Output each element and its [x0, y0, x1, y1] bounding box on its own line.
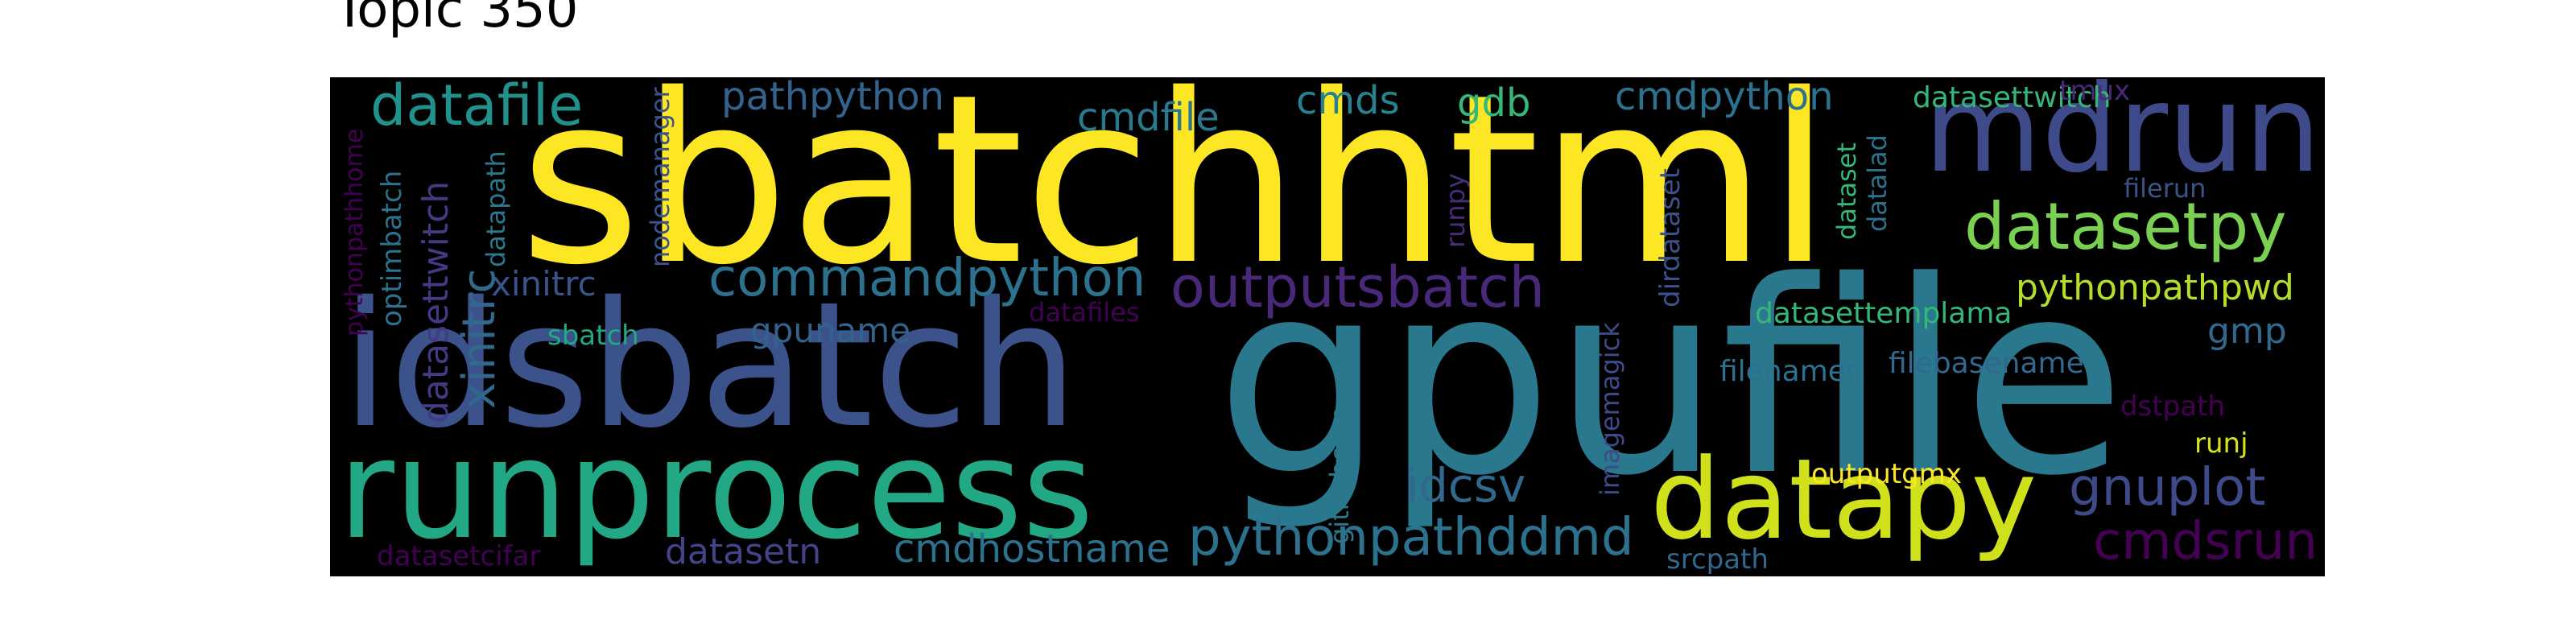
word-stepbatch: datasetcifar: [377, 540, 541, 572]
word-cmdpython: cmdpython: [1615, 77, 1834, 119]
word-gdb: gdb: [1457, 80, 1531, 126]
word-cmdhostname: cmdhostname: [894, 526, 1170, 572]
word-datapath: datapath: [481, 151, 511, 267]
word-tmux: sbatch: [547, 320, 639, 352]
word-optimbatch: optimbatch: [376, 170, 408, 327]
word-filenames: filerun: [2124, 173, 2207, 204]
word-cmdsrun: cmdsrun: [2093, 512, 2318, 572]
word-dataset: dataset: [1831, 142, 1862, 240]
word-gnuplot: gnuplot: [2069, 458, 2266, 518]
word-datasetpy: datasetpy: [1964, 189, 2287, 264]
word-dirdataset: dirdataset: [1654, 168, 1686, 308]
word-gpuname: xinitrc: [491, 264, 597, 303]
word-srcpath: runj: [2194, 427, 2248, 460]
word-datapy: datapy: [1650, 435, 2037, 564]
word-agcmrc: datafiles: [1029, 297, 1140, 328]
word-pathpython: pathpython: [721, 77, 945, 119]
word-pythonpathhome: pythonpathhome: [341, 128, 369, 336]
word-gmp: gmp: [2207, 311, 2287, 352]
word-sbatchhtml: sbatchhtml: [519, 77, 1832, 316]
word-gpufile: gpufile: [1216, 225, 2126, 534]
word-commandpython: commandpython: [708, 249, 1146, 308]
word-filerun: datasettwitch: [1913, 81, 2112, 114]
word-datafile: datafile: [370, 77, 584, 138]
word-mdrun: mdrun: [1924, 77, 2322, 200]
word-datafiles: srcpath: [1666, 543, 1769, 576]
word-runprocess: runprocess: [338, 411, 1094, 570]
word-cmdfile: cmdfile: [1077, 95, 1220, 140]
word-nodemanager: nodemanager: [645, 87, 675, 267]
word-outputgmx: dstpath: [2120, 390, 2225, 423]
word-datasetn: datasetn: [665, 531, 822, 572]
word-runj: filebasename: [1889, 347, 2084, 380]
word-cmds: cmds: [1296, 78, 1400, 123]
word-cloud-canvas: sbatchhtml gpufile idsbatch runprocess m…: [330, 77, 2325, 576]
word-pythonpathpwd: pythonpathpwd: [2016, 267, 2294, 308]
word-outputsbatch: outputsbatch: [1170, 254, 1545, 320]
word-runpy: runpy: [1440, 173, 1471, 248]
word-datalad: datalad: [1862, 134, 1893, 232]
word-datasettwitch: datasettwitch: [415, 180, 456, 423]
word-githubcom: githubcom: [1324, 407, 1355, 544]
word-datasetcifar: outputgmx: [1811, 458, 1962, 490]
word-pythonpathddmd: pythonpathddmd: [1188, 508, 1634, 568]
word-idcsv: idcsv: [1406, 458, 1526, 513]
word-idsbatch: idsbatch: [341, 264, 1079, 466]
word-filebasename: datasettemplama: [1755, 297, 2013, 330]
figure-title: Topic 350: [334, 0, 579, 39]
word-dstpath: filenames: [1719, 355, 1861, 388]
word-sbatch: gpuname: [750, 311, 911, 350]
word-imagemagick: imagemagick: [1595, 322, 1625, 496]
word-datasettemplama: tmux: [2059, 77, 2131, 107]
word-xinitrc-r: xinitrc: [453, 268, 506, 409]
